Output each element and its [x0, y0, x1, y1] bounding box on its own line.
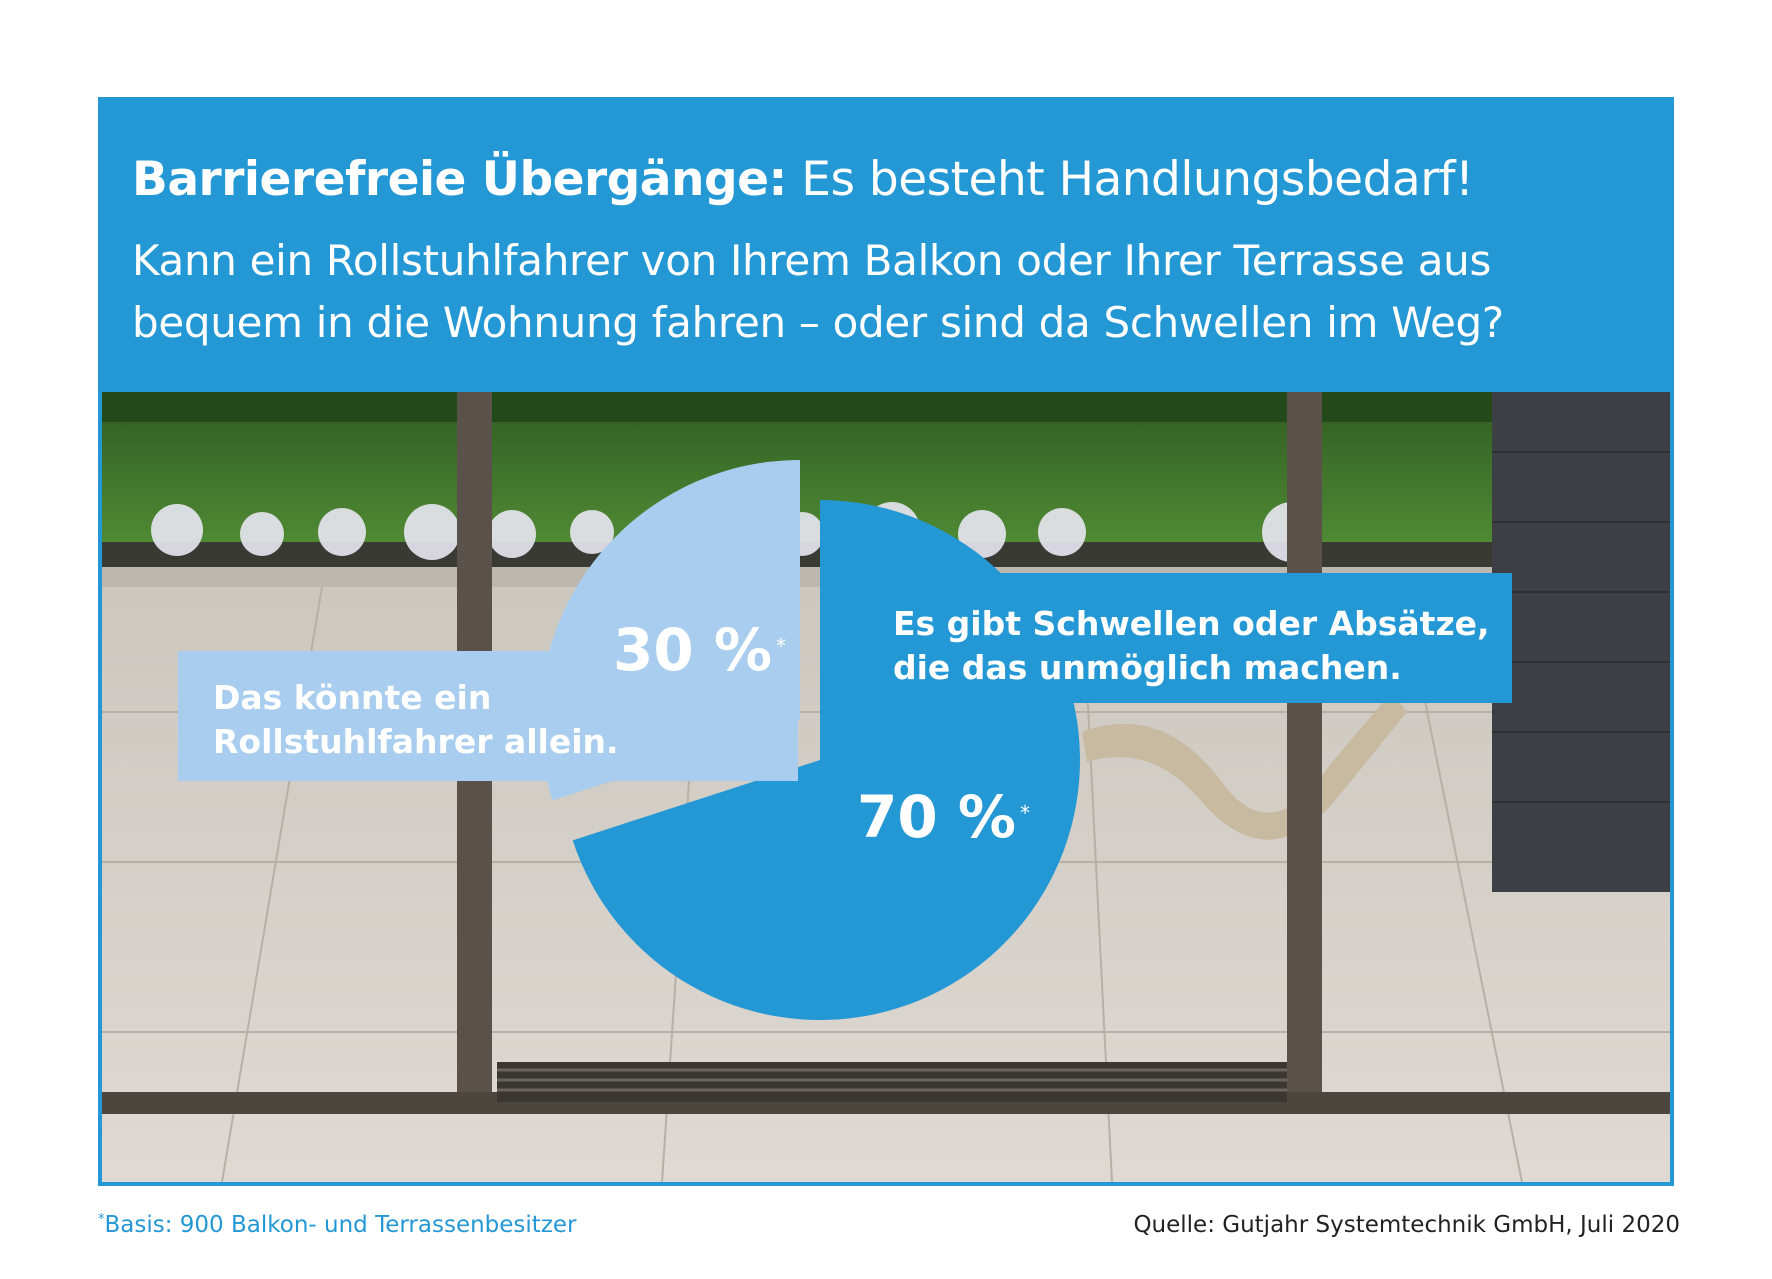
chart-title-bold: Barrierefreie Übergänge:	[132, 152, 787, 207]
chart-subtitle: Kann ein Rollstuhlfahrer von Ihrem Balko…	[132, 236, 1504, 347]
footnote-text: Basis: 900 Balkon- und Terrassenbesitzer	[104, 1212, 577, 1238]
value-label-70: 70 % *	[857, 787, 1030, 847]
footnote-marker: *	[98, 1212, 105, 1227]
label-30-percent: Das könnte ein Rollstuhlfahrer allein.	[213, 678, 619, 761]
label-70-percent: Es gibt Schwellen oder Absätze, die das …	[893, 604, 1490, 687]
value-label-30-marker: *	[776, 634, 787, 658]
value-label-30-text: 30 %	[613, 616, 773, 684]
value-label-30: 30 % *	[613, 620, 786, 680]
value-label-70-marker: *	[1020, 801, 1031, 825]
footnote: *Basis: 900 Balkon- und Terrassenbesitze…	[98, 1212, 577, 1238]
chart-title-rest: Es besteht Handlungsbedarf!	[801, 152, 1474, 207]
chart-title: Barrierefreie Übergänge: Es besteht Hand…	[132, 150, 1692, 210]
callout-box-30	[178, 651, 798, 781]
value-label-70-text: 70 %	[857, 783, 1017, 851]
source-note: Quelle: Gutjahr Systemtechnik GmbH, Juli…	[1133, 1212, 1680, 1238]
callout-box-70	[822, 573, 1512, 703]
